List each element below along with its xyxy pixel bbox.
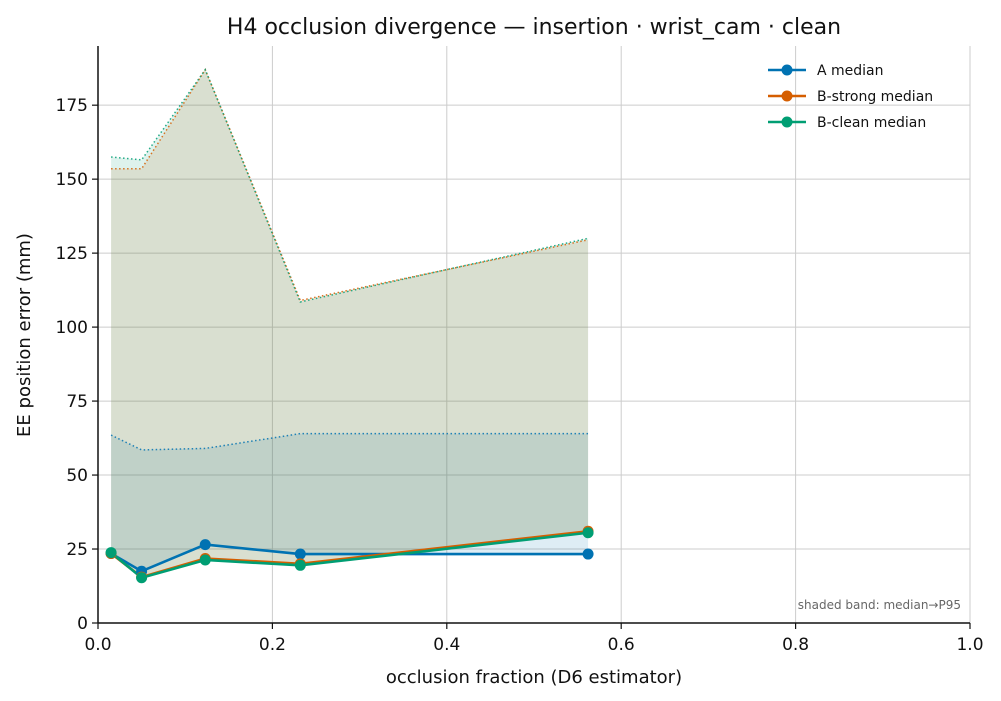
- chart-title: H4 occlusion divergence — insertion · wr…: [227, 15, 841, 40]
- y-tick-labels: 0 25 50 75 100 125 150 175: [56, 96, 88, 634]
- x-tick-label: 0.0: [84, 635, 111, 655]
- band-a-median: [111, 433, 589, 572]
- point-a-median: [294, 548, 306, 560]
- y-tick-label: 0: [77, 614, 88, 634]
- point-b-clean-median: [136, 572, 148, 584]
- band-annotation: shaded band: median→P95: [798, 598, 961, 612]
- series-points: [105, 525, 594, 584]
- x-tick-label: 0.6: [608, 635, 635, 655]
- point-b-clean-median: [582, 527, 594, 539]
- point-b-clean-median: [294, 559, 306, 571]
- x-axis-label: occlusion fraction (D6 estimator): [386, 667, 682, 688]
- legend-marker-b-clean-median: [781, 116, 793, 128]
- point-b-clean-median: [199, 554, 211, 566]
- legend-marker-b-strong-median: [781, 90, 793, 102]
- p95-line-b-clean-median: [111, 68, 589, 303]
- band-b-strong-median: [111, 69, 589, 578]
- axes: [92, 46, 971, 629]
- x-tick-label: 0.2: [259, 635, 286, 655]
- y-tick-label: 50: [66, 466, 88, 486]
- y-tick-label: 25: [66, 540, 88, 560]
- legend-label-b-strong-median: B-strong median: [817, 89, 933, 105]
- p95-lines: [110, 68, 589, 451]
- band-b-clean-median: [111, 69, 589, 578]
- bands: [111, 69, 589, 578]
- point-b-clean-median: [105, 547, 117, 559]
- x-tick-labels: 0.0 0.2 0.4 0.6 0.8 1.0: [84, 635, 983, 655]
- y-tick-label: 75: [66, 392, 88, 412]
- legend-label-b-clean-median: B-clean median: [817, 115, 926, 131]
- y-tick-label: 175: [56, 96, 88, 116]
- x-tick-label: 0.4: [433, 635, 460, 655]
- x-tick-label: 0.8: [782, 635, 809, 655]
- x-tick-label: 1.0: [956, 635, 983, 655]
- y-tick-label: 100: [56, 318, 88, 338]
- y-axis-label: EE position error (mm): [14, 233, 35, 437]
- point-a-median: [199, 539, 211, 551]
- legend-marker-a-median: [781, 64, 793, 76]
- grid: [97, 46, 971, 624]
- legend: A median B-strong median B-clean median: [768, 63, 933, 131]
- y-tick-label: 150: [56, 170, 88, 190]
- point-a-median: [582, 548, 594, 560]
- legend-label-a-median: A median: [817, 63, 884, 79]
- y-tick-label: 125: [56, 244, 88, 264]
